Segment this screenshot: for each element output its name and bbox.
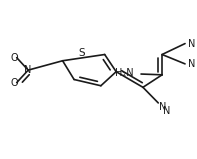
Text: N: N (24, 65, 32, 75)
Text: N: N (159, 102, 167, 112)
Text: S: S (78, 48, 85, 58)
Text: N: N (188, 59, 195, 69)
Text: O: O (11, 53, 19, 63)
Text: O: O (11, 78, 19, 88)
Text: H₂N: H₂N (115, 68, 133, 78)
Text: N: N (163, 106, 171, 116)
Text: N: N (188, 39, 195, 48)
